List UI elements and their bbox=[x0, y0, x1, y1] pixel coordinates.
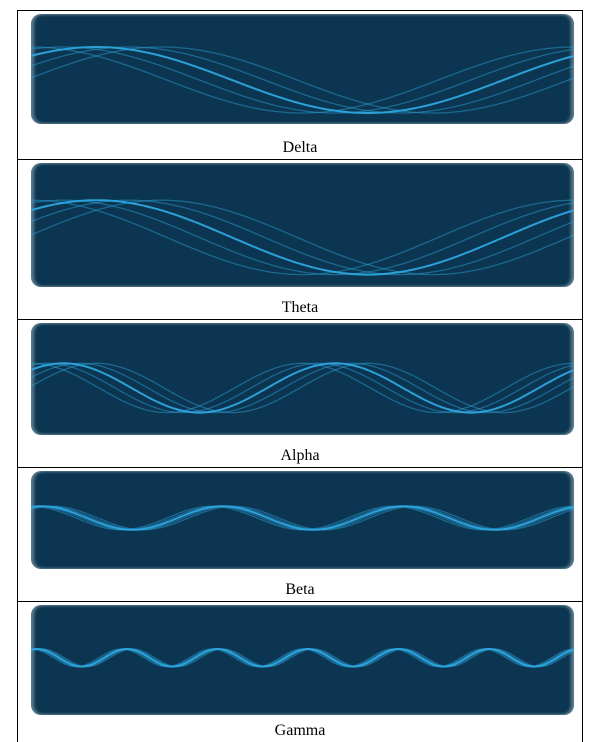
theta-wave-trace bbox=[31, 199, 574, 276]
alpha-wave-trace bbox=[31, 362, 574, 414]
beta-label: Beta bbox=[285, 581, 315, 598]
delta-wave-trace bbox=[31, 46, 574, 114]
delta-wave bbox=[31, 46, 574, 114]
theta-wave-trace bbox=[31, 199, 574, 276]
wave-table: Delta Theta Alpha Beta Gamma bbox=[17, 10, 583, 742]
gamma-wave bbox=[31, 648, 574, 668]
beta-wave-trace bbox=[31, 505, 574, 531]
delta-wave-trace bbox=[31, 46, 574, 114]
delta-wave-panel bbox=[31, 14, 574, 124]
theta-wave-panel bbox=[31, 163, 574, 287]
theta-wave-trace bbox=[31, 199, 574, 276]
alpha-wave-trace bbox=[31, 362, 574, 414]
alpha-wave-panel bbox=[31, 323, 574, 435]
alpha-wave-trace bbox=[31, 362, 574, 414]
beta-wave bbox=[31, 505, 574, 531]
theta-label: Theta bbox=[281, 299, 319, 316]
delta-row: Delta bbox=[17, 10, 583, 160]
alpha-label: Alpha bbox=[280, 447, 320, 464]
beta-wave-trace bbox=[31, 505, 574, 531]
alpha-wave-trace bbox=[31, 362, 574, 414]
alpha-row: Alpha bbox=[17, 320, 583, 468]
beta-row: Beta bbox=[17, 468, 583, 602]
gamma-wave-panel bbox=[31, 605, 574, 715]
gamma-row: Gamma bbox=[17, 602, 583, 742]
delta-label: Delta bbox=[282, 139, 318, 156]
alpha-wave-trace bbox=[31, 362, 574, 414]
gamma-wave-trace bbox=[31, 648, 574, 668]
delta-wave-trace bbox=[31, 46, 574, 114]
gamma-wave-trace bbox=[31, 648, 574, 668]
theta-wave bbox=[31, 199, 574, 276]
theta-wave-trace bbox=[31, 199, 574, 276]
delta-wave-trace bbox=[31, 46, 574, 114]
beta-wave-panel bbox=[31, 471, 574, 569]
delta-wave-trace bbox=[31, 46, 574, 114]
theta-wave-trace bbox=[31, 199, 574, 276]
theta-row: Theta bbox=[17, 160, 583, 320]
beta-wave-trace bbox=[31, 505, 574, 531]
gamma-label: Gamma bbox=[274, 722, 326, 739]
alpha-wave bbox=[31, 362, 574, 414]
gamma-wave-trace bbox=[31, 648, 574, 668]
